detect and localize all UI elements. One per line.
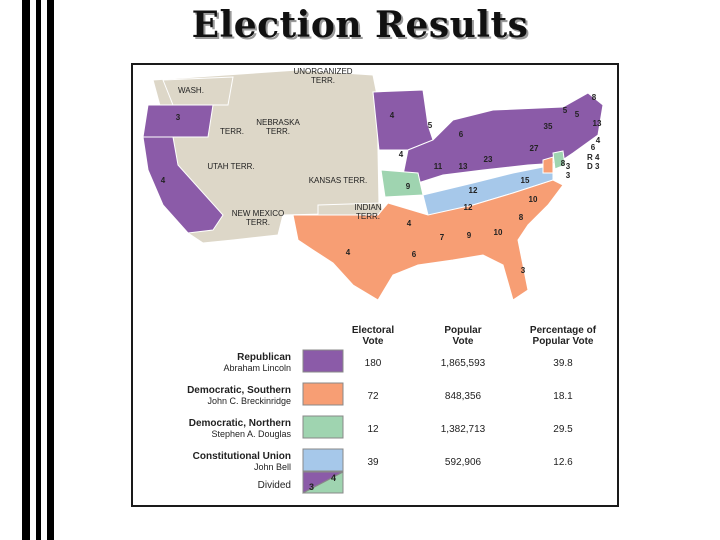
label-indian: INDIAN TERR. xyxy=(354,203,381,221)
region-missouri xyxy=(380,169,424,198)
map-labels: UNORGANIZED TERR. WASH. NEBRASKA TERR. TERR. U… xyxy=(161,67,602,275)
legend-popular-2: 1,382,713 xyxy=(441,424,486,435)
region-california xyxy=(142,136,224,234)
ev-label-michigan: 6 xyxy=(459,130,464,139)
ev-label-ohio: 23 xyxy=(484,155,493,164)
legend-electoral-2: 12 xyxy=(367,424,379,435)
legend-popular-1: 848,356 xyxy=(445,391,482,402)
ev-label-pennsylvania: 27 xyxy=(530,144,539,153)
legend-percentage-0: 39.8 xyxy=(553,358,573,369)
ev-label-massachusetts: 13 xyxy=(593,119,602,128)
legend-percentage-2: 29.5 xyxy=(553,424,573,435)
divided-right-number: 4 xyxy=(331,473,336,483)
label-wash: WASH. xyxy=(178,86,204,95)
ev-label-oregon: 3 xyxy=(176,113,181,122)
divided-swatch-right xyxy=(302,471,344,494)
ev-label-connecticut: 6 xyxy=(591,143,596,152)
ev-label-wisconsin: 5 xyxy=(428,121,433,130)
ev-label-indiana: 13 xyxy=(459,162,468,171)
ev-label-iowa: 4 xyxy=(399,150,404,159)
ev-label-illinois: 11 xyxy=(434,162,443,171)
legend-percentage-3: 12.6 xyxy=(553,457,573,468)
header-electoral-vote: Electoral Vote xyxy=(352,325,394,347)
ev-label-mississippi: 7 xyxy=(440,233,445,242)
label-unorganized: UNORGANIZED TERR. xyxy=(293,67,352,85)
ev-label-new-hampshire: 5 xyxy=(575,110,580,119)
ev-label-louisiana: 6 xyxy=(412,250,417,259)
region-south xyxy=(292,179,564,301)
label-nebraska: NEBRASKA TERR. xyxy=(256,118,300,136)
legend-candidate-0: Abraham Lincoln xyxy=(223,363,291,373)
left-bar-3 xyxy=(47,0,54,540)
legend-party-1: Democratic, Southern xyxy=(187,385,291,396)
label-terr: TERR. xyxy=(220,127,244,136)
legend-party-2: Democratic, Northern xyxy=(189,418,291,429)
label-new-mexico: NEW MEXICO TERR. xyxy=(232,209,284,227)
election-map-svg: UNORGANIZED TERR. WASH. NEBRASKA TERR. TERR. U… xyxy=(142,67,604,494)
legend-candidate-3: John Bell xyxy=(254,462,291,472)
label-kansas: KANSAS TERR. xyxy=(309,176,368,185)
legend-percentage-1: 18.1 xyxy=(553,391,573,402)
ev-label-minnesota: 4 xyxy=(390,111,395,120)
map-regions xyxy=(142,69,604,301)
region-oregon xyxy=(142,104,214,138)
ev-label-maine: 8 xyxy=(592,93,597,102)
legend-party-0: Republican xyxy=(237,352,291,363)
ev-label-missouri: 9 xyxy=(406,182,411,191)
legend-swatch-3 xyxy=(302,448,344,472)
legend-candidate-1: John C. Breckinridge xyxy=(207,396,291,406)
ev-label-texas: 4 xyxy=(346,248,351,257)
legend-electoral-3: 39 xyxy=(367,457,379,468)
ev-label-california: 4 xyxy=(161,176,166,185)
region-washington xyxy=(162,76,234,106)
ev-label-rhode-island: 4 xyxy=(596,136,601,145)
ev-label-new-york: 35 xyxy=(544,122,553,131)
ev-label-vermont: 5 xyxy=(563,106,568,115)
legend-swatch-1 xyxy=(302,382,344,406)
legend-candidate-2: Stephen A. Douglas xyxy=(211,429,291,439)
ev-label-nj-d: 3 xyxy=(566,171,571,180)
legend-table: Electoral Vote Popular Vote Percentage of Pop… xyxy=(187,325,597,494)
legend-swatch-0 xyxy=(302,349,344,373)
legend-divided-label: Divided xyxy=(258,480,291,491)
ev-label-north-carolina: 10 xyxy=(529,195,538,204)
map-figure: UNORGANIZED TERR. WASH. NEBRASKA TERR. TERR. U… xyxy=(131,63,619,507)
legend-electoral-0: 180 xyxy=(365,358,382,369)
divided-left-number: 3 xyxy=(309,482,314,492)
ev-label-virginia: 15 xyxy=(521,176,530,185)
legend-popular-0: 1,865,593 xyxy=(441,358,486,369)
legend-popular-3: 592,906 xyxy=(445,457,482,468)
header-popular-vote: Popular Vote xyxy=(444,325,481,347)
legend-swatch-2 xyxy=(302,415,344,439)
header-percentage: Percentage of Popular Vote xyxy=(530,325,597,347)
left-bar-1 xyxy=(22,0,30,540)
ev-label-kentucky: 12 xyxy=(469,186,478,195)
legend-electoral-1: 72 xyxy=(367,391,379,402)
label-utah: UTAH TERR. xyxy=(207,162,254,171)
ev-label-maryland: 8 xyxy=(561,159,566,168)
legend-party-3: Constitutional Union xyxy=(193,451,291,462)
slide-title: Election Results xyxy=(191,4,529,46)
ev-label-nj-r: 3 xyxy=(566,162,571,171)
region-upper-midwest xyxy=(372,89,434,151)
region-delaware-md xyxy=(542,156,554,174)
left-bar-2 xyxy=(36,0,41,540)
region-nj-divided xyxy=(552,150,566,170)
ev-label-arkansas: 4 xyxy=(407,219,412,228)
ev-label-florida: 3 xyxy=(521,266,526,275)
ev-label-georgia: 10 xyxy=(494,228,503,237)
ev-label-south-carolina: 8 xyxy=(519,213,524,222)
ev-label-tennessee: 12 xyxy=(464,203,473,212)
ev-label-alabama: 9 xyxy=(467,231,472,240)
